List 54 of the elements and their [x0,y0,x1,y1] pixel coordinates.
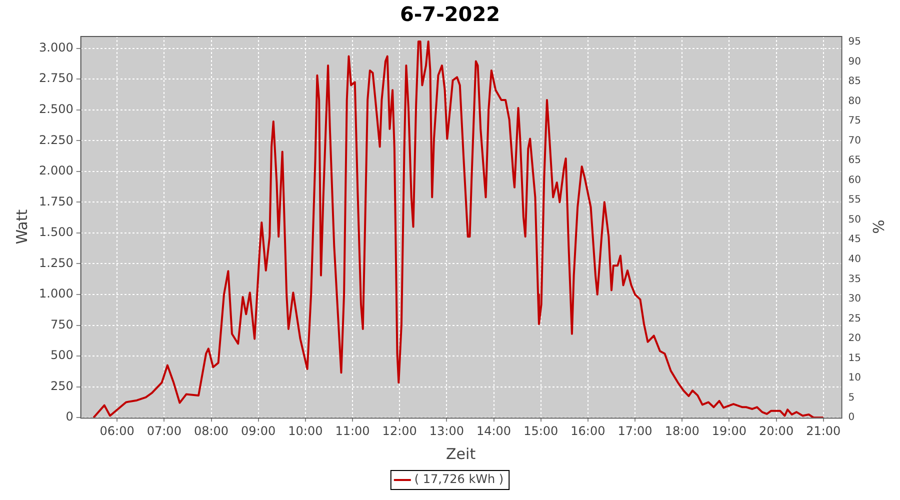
y-tick-label: 2.500 [38,102,74,116]
x-tick-label: 14:00 [476,424,512,438]
y2-tick-label: 5 [848,392,855,404]
y2-tick-label: 95 [848,36,862,48]
y-axis-title: Watt [12,209,31,244]
x-tick-label: 08:00 [194,424,229,438]
x-tick-label: 16:00 [570,424,606,438]
y-tick-label: 1.500 [38,225,74,240]
x-tick-label: 20:00 [759,424,794,438]
x-tick-label: 19:00 [712,424,747,438]
x-tick-label: 17:00 [618,424,652,438]
x-tick-label: 10:00 [288,424,323,438]
y-tick-label: 0 [66,410,74,424]
x-axis-title: Zeit [446,444,476,463]
y2-tick-label: 80 [848,96,862,107]
y2-tick-label: 10 [848,372,862,384]
x-tick-label: 21:00 [806,424,841,438]
y2-tick-label: 30 [848,294,862,305]
x-tick-label: 07:00 [146,424,182,438]
x-tick-label: 09:00 [241,424,276,438]
y2-tick-label: 65 [848,155,862,166]
y-tick-label: 750 [50,317,74,332]
y2-tick-label: 70 [848,135,862,146]
x-tick-label: 12:00 [382,424,417,438]
y2-tick-label: 85 [848,76,862,88]
y2-tick-label: 25 [848,313,862,324]
y2-tick-label: 35 [848,274,862,285]
y2-axis-title: % [869,220,888,234]
y-tick-label: 1.000 [38,286,74,301]
y2-tick-label: 75 [848,116,862,127]
y-tick-label: 500 [50,348,74,362]
y2-tick-label: 55 [848,194,862,206]
legend-label: ( 17,726 kWh ) [414,472,504,486]
x-tick-label: 11:00 [335,424,370,438]
y-tick-label: 250 [50,378,74,393]
chart-title: 6-7-2022 [400,2,500,26]
y-tick-label: 3.000 [38,40,74,54]
y-tick-label: 2.750 [38,71,74,86]
y2-tick-label: 40 [848,254,862,266]
y2-tick-label: 90 [848,56,862,68]
y-tick-label: 1.750 [38,194,74,208]
y2-tick-label: 60 [848,174,862,186]
y2-tick-label: 45 [848,234,862,246]
y2-tick-label: 0 [848,412,855,424]
x-tick-label: 06:00 [100,424,134,438]
y-tick-label: 1.250 [38,256,74,270]
y2-tick-label: 15 [848,352,862,364]
y-tick-label: 2.250 [38,132,74,147]
y2-tick-label: 20 [848,333,862,344]
y-tick-label: 2.000 [38,164,74,178]
x-tick-label: 18:00 [664,424,700,438]
x-tick-label: 13:00 [429,424,464,438]
y2-tick-label: 50 [848,214,862,226]
x-tick-label: 15:00 [524,424,558,438]
